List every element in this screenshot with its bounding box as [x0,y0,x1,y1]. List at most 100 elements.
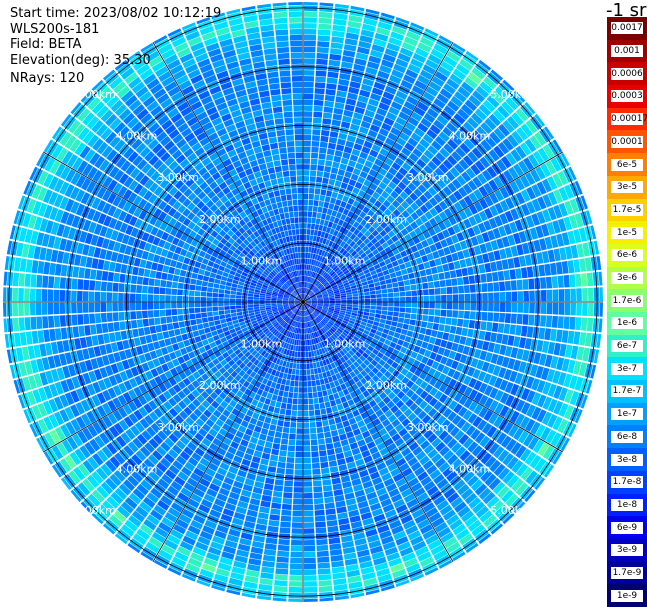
ray-gate [224,540,238,549]
ray-gate [405,302,412,308]
ray-gate [234,339,242,345]
ray-gate [313,486,323,493]
ray-gate [507,234,516,246]
ray-gate [142,318,149,327]
ray-gate [330,42,344,50]
ray-gate [324,274,330,280]
ray-gate [264,398,271,405]
ray-gate [148,470,160,482]
ray-gate [305,303,310,308]
ray-gate [112,282,119,292]
ray-gate [389,243,397,251]
ray-gate [155,526,169,538]
ray-gate [346,343,353,350]
ray-gate [524,138,537,153]
ray-gate [308,327,312,334]
ray-gate [234,403,243,411]
ray-gate [257,439,266,447]
ray-gate [127,441,139,453]
ray-gate [401,210,410,219]
ray-gate [366,491,378,500]
ray-gate [367,363,375,371]
ray-gate [314,260,319,267]
ray-gate [348,15,363,23]
ray-gate [521,349,530,362]
ray-gate [253,297,260,300]
ray-gate [229,399,237,408]
ray-gate [352,304,359,308]
ray-gate [316,254,321,261]
ray-gate [451,252,459,262]
ray-gate [271,293,278,297]
ray-gate [352,302,359,305]
ray-gate [177,546,191,557]
ray-gate [94,302,101,313]
ray-gate [221,551,235,560]
ray-gate [295,333,298,340]
ray-gate [171,444,183,455]
ray-gate [178,276,185,283]
ray-gate [374,252,382,260]
ray-gate [294,308,298,314]
ray-gate [285,361,290,368]
ray-gate [514,372,524,385]
ray-gate [50,222,60,235]
ray-gate [321,213,327,220]
ray-gate [367,466,378,475]
ray-gate [372,118,383,128]
ray-gate [451,134,463,146]
ray-gate [184,461,196,472]
ray-gate [438,35,453,45]
ray-gate [406,498,419,509]
ray-gate [158,549,173,561]
ray-gate [43,451,54,465]
ray-gate [314,188,321,195]
ray-gate [263,317,269,322]
ray-gate [105,227,114,239]
ray-gate [407,412,417,422]
ray-gate [499,392,510,404]
ray-gate [87,347,96,359]
ray-gate [237,469,247,478]
ray-gate [345,272,351,277]
ray-gate [64,392,75,406]
ray-gate [147,454,159,466]
ray-gate [121,234,130,245]
ray-gate [177,315,184,322]
ray-gate [310,427,317,434]
ray-gate [356,231,364,239]
ray-gate [504,381,514,394]
ray-gate [303,304,306,311]
ray-gate [153,294,160,302]
ray-gate [326,287,333,292]
ray-gate [382,541,396,551]
ray-gate [208,277,215,283]
ray-gate [474,483,488,496]
ray-gate [305,299,311,302]
ray-gate [547,249,556,263]
ray-gate [183,339,191,347]
ray-gate [212,263,220,270]
ray-gate [182,396,192,406]
ray-gate [495,333,503,344]
ray-gate [375,172,384,181]
ray-gate [274,337,279,344]
ray-gate [305,252,308,259]
ray-gate [525,119,538,134]
ray-gate [91,258,99,269]
ray-gate [413,106,426,117]
ray-gate [255,381,262,388]
ray-gate [463,375,472,386]
ray-gate [205,395,215,405]
ray-gate [86,410,97,424]
ray-gate [419,380,429,390]
ray-gate [337,219,344,226]
ray-gate [360,377,368,385]
ray-gate [337,138,346,146]
ray-gate [333,583,348,591]
ray-gate [395,579,410,587]
ray-gate [293,492,303,499]
ray-gate [567,260,575,274]
ray-gate [443,348,451,358]
ray-gate [49,207,59,221]
